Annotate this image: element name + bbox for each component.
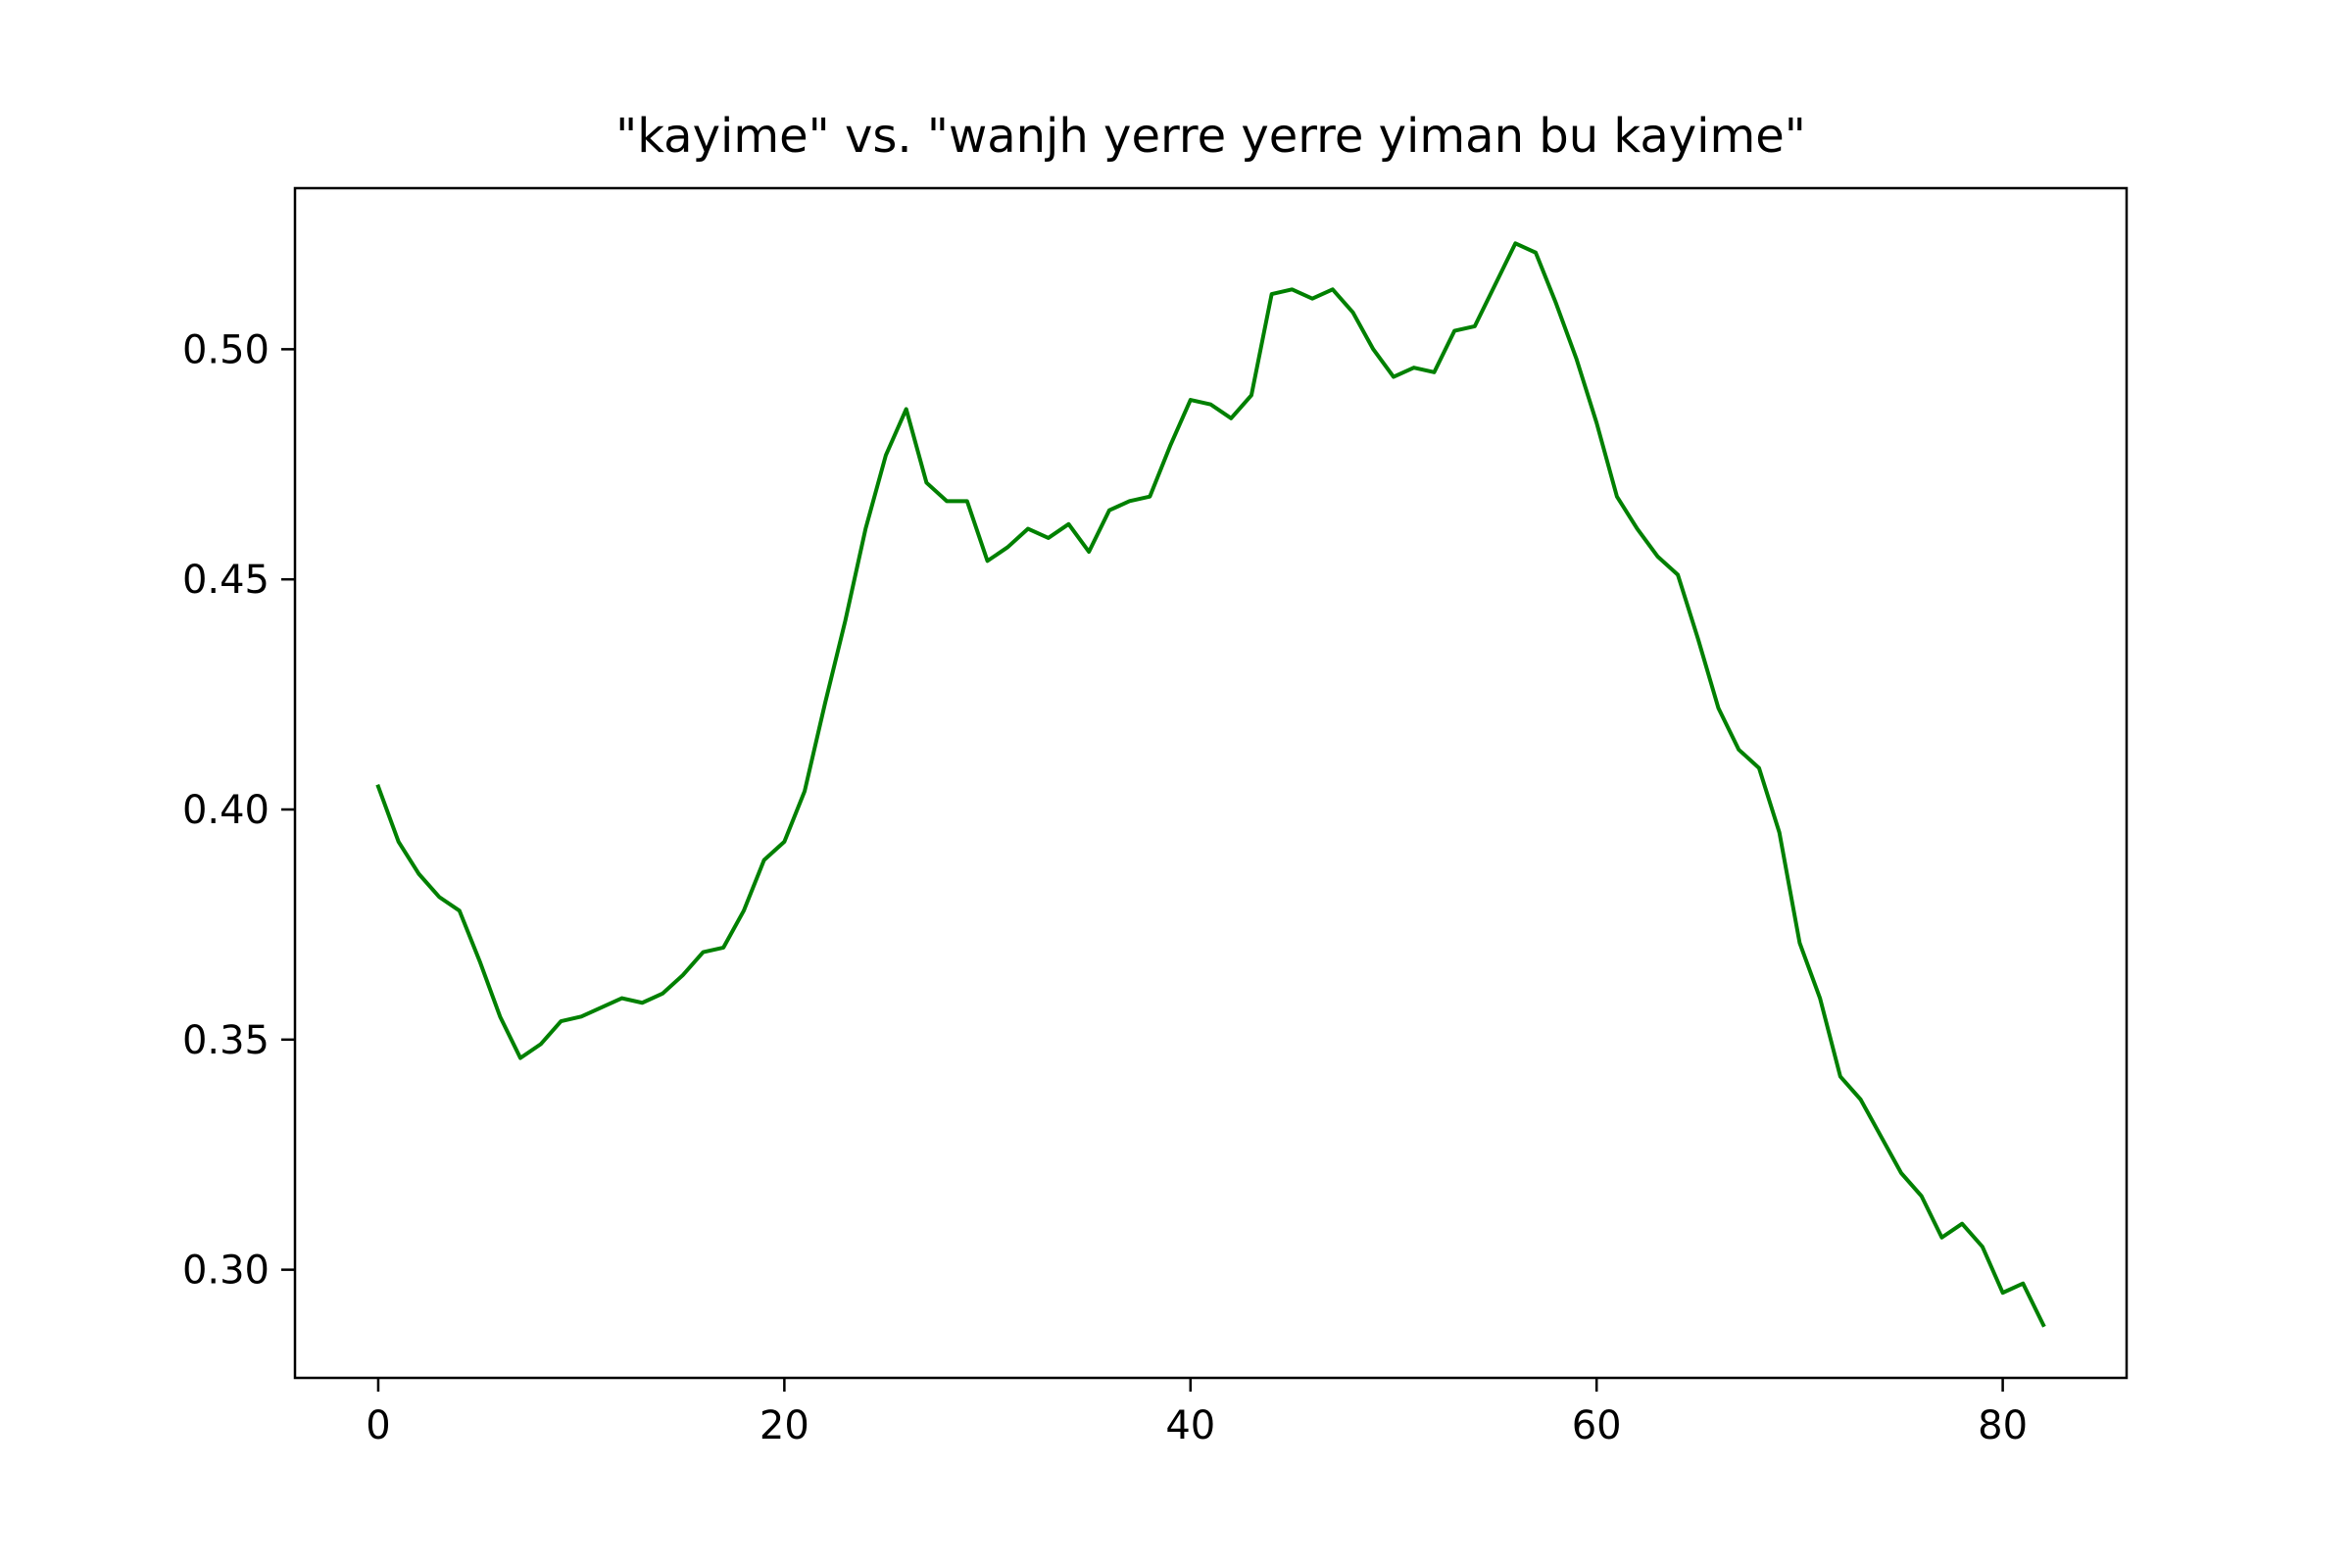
x-tick-label: 0	[366, 1403, 390, 1448]
x-tick-label: 20	[760, 1403, 809, 1448]
y-tick-label: 0.45	[182, 558, 270, 603]
plot-frame	[293, 186, 2129, 1380]
chart-title: "kayime" vs. "wanjh yerre yerre yiman bu…	[615, 109, 1806, 164]
y-tick-label: 0.30	[182, 1249, 270, 1294]
x-tick-label: 60	[1572, 1403, 1622, 1448]
series-line-0	[375, 241, 2046, 1328]
y-tick-label: 0.35	[182, 1018, 270, 1063]
x-tick-label: 80	[1978, 1403, 2028, 1448]
y-tick-label: 0.50	[182, 327, 270, 372]
y-tick-label: 0.40	[182, 788, 270, 833]
x-tick-label: 40	[1165, 1403, 1215, 1448]
